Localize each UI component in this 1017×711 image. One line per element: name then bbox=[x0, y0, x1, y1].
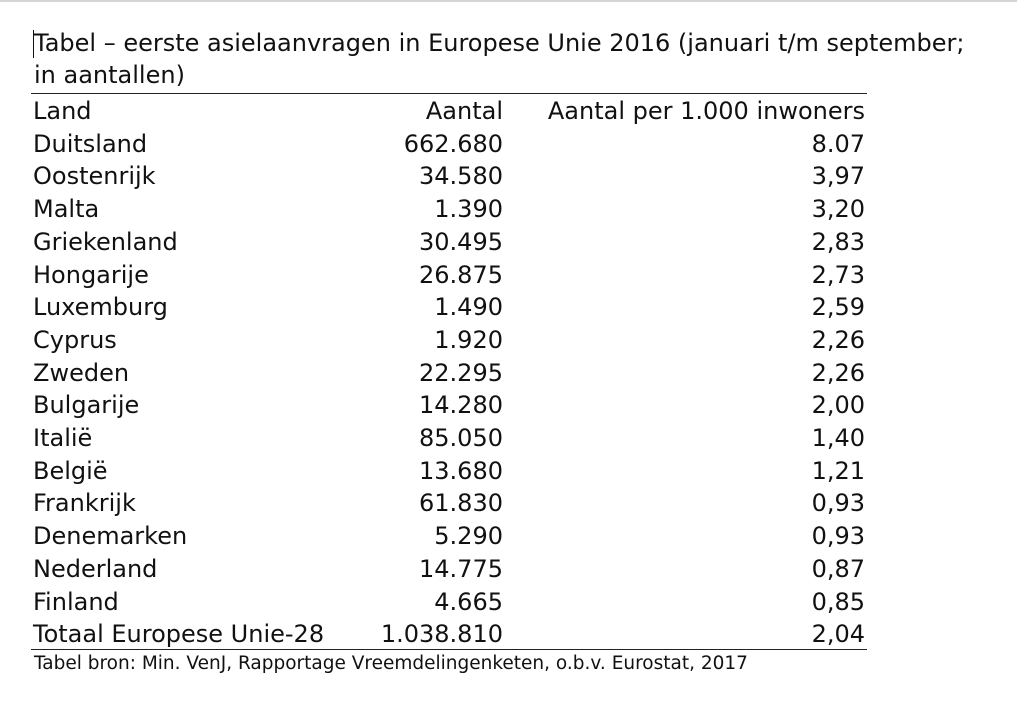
table-row: Zweden 22.295 2,26 bbox=[31, 357, 867, 390]
table-row: Oostenrijk 34.580 3,97 bbox=[31, 160, 867, 193]
cell-per-1000: 8.07 bbox=[811, 129, 865, 158]
cell-per-1000: 0,87 bbox=[811, 554, 865, 583]
cell-aantal: 662.680 bbox=[403, 129, 503, 158]
cell-land: Cyprus bbox=[33, 325, 117, 354]
column-header-aantal: Aantal bbox=[425, 97, 503, 125]
cell-land: Oostenrijk bbox=[33, 162, 156, 191]
column-header-per-1000: Aantal per 1.000 inwoners bbox=[547, 97, 865, 125]
window-top-border bbox=[0, 0, 1017, 2]
cell-per-1000: 0,85 bbox=[811, 587, 865, 616]
cell-aantal: 13.680 bbox=[419, 456, 503, 485]
table-row: Griekenland 30.495 2,83 bbox=[31, 226, 867, 259]
cell-land: Hongarije bbox=[33, 260, 149, 289]
cell-aantal: 1.490 bbox=[434, 293, 503, 322]
asylum-table: Land Aantal Aantal per 1.000 inwoners Du… bbox=[31, 95, 867, 651]
cell-aantal: 5.290 bbox=[434, 522, 503, 551]
cell-aantal: 1.920 bbox=[434, 325, 503, 354]
cell-aantal: 14.280 bbox=[419, 391, 503, 420]
cell-aantal: 34.580 bbox=[419, 162, 503, 191]
cell-per-1000: 2,59 bbox=[811, 293, 865, 322]
table-row: Luxemburg 1.490 2,59 bbox=[31, 291, 867, 324]
cell-land: Luxemburg bbox=[33, 293, 168, 322]
table-row: Totaal Europese Unie-28 1.038.810 2,04 bbox=[31, 618, 867, 651]
table-row: Duitsland 662.680 8.07 bbox=[31, 128, 867, 161]
table-title: Tabel – eerste asielaanvragen in Europes… bbox=[34, 27, 1017, 91]
cell-land: Bulgarije bbox=[33, 391, 140, 420]
cell-per-1000: 2,73 bbox=[811, 260, 865, 289]
table-row: België 13.680 1,21 bbox=[31, 455, 867, 488]
table-row: Hongarije 26.875 2,73 bbox=[31, 259, 867, 292]
cell-land: Denemarken bbox=[33, 522, 188, 551]
cell-aantal: 1.390 bbox=[434, 195, 503, 224]
table-row: Finland 4.665 0,85 bbox=[31, 586, 867, 619]
table-row: Frankrijk 61.830 0,93 bbox=[31, 487, 867, 520]
cell-aantal: 22.295 bbox=[419, 358, 503, 387]
cell-land: Griekenland bbox=[33, 227, 178, 256]
cell-per-1000: 2,00 bbox=[811, 391, 865, 420]
table-title-line-2: in aantallen) bbox=[34, 61, 185, 89]
cell-aantal: 61.830 bbox=[419, 489, 503, 518]
table-row: Denemarken 5.290 0,93 bbox=[31, 520, 867, 553]
table-header-row: Land Aantal Aantal per 1.000 inwoners bbox=[31, 95, 867, 128]
table-bottom-rule bbox=[31, 649, 867, 650]
cell-land: België bbox=[33, 456, 108, 485]
cell-aantal: 30.495 bbox=[419, 227, 503, 256]
table-top-rule bbox=[31, 93, 867, 94]
cell-per-1000: 2,26 bbox=[811, 358, 865, 387]
column-header-land: Land bbox=[33, 97, 92, 125]
cell-aantal: 4.665 bbox=[434, 587, 503, 616]
text-cursor bbox=[33, 30, 34, 58]
table-row: Italië 85.050 1,40 bbox=[31, 422, 867, 455]
table-row: Cyprus 1.920 2,26 bbox=[31, 324, 867, 357]
table-row: Bulgarije 14.280 2,00 bbox=[31, 389, 867, 422]
table-row: Nederland 14.775 0,87 bbox=[31, 553, 867, 586]
cell-per-1000: 2,83 bbox=[811, 227, 865, 256]
table-body: Duitsland 662.680 8.07 Oostenrijk 34.580 3,97… bbox=[31, 128, 867, 651]
table-title-line-1: Tabel – eerste asielaanvragen in Europes… bbox=[34, 29, 965, 57]
cell-land: Duitsland bbox=[33, 129, 148, 158]
cell-per-1000: 0,93 bbox=[811, 522, 865, 551]
cell-per-1000: 1,21 bbox=[811, 456, 865, 485]
table-source-note: Tabel bron: Min. VenJ, Rapportage Vreemd… bbox=[34, 653, 748, 674]
cell-aantal: 14.775 bbox=[419, 554, 503, 583]
table-row: Malta 1.390 3,20 bbox=[31, 193, 867, 226]
cell-per-1000: 1,40 bbox=[811, 424, 865, 453]
cell-per-1000: 3,20 bbox=[811, 195, 865, 224]
cell-aantal: 26.875 bbox=[419, 260, 503, 289]
cell-per-1000: 3,97 bbox=[811, 162, 865, 191]
cell-land: Finland bbox=[33, 587, 119, 616]
cell-aantal: 1.038.810 bbox=[380, 620, 503, 649]
cell-per-1000: 2,04 bbox=[811, 620, 865, 649]
cell-land: Frankrijk bbox=[33, 489, 136, 518]
cell-land: Zweden bbox=[33, 358, 130, 387]
cell-per-1000: 2,26 bbox=[811, 325, 865, 354]
cell-land: Malta bbox=[33, 195, 100, 224]
cell-per-1000: 0,93 bbox=[811, 489, 865, 518]
cell-land: Nederland bbox=[33, 554, 158, 583]
cell-land: Italië bbox=[33, 424, 93, 453]
cell-land: Totaal Europese Unie-28 bbox=[33, 620, 325, 649]
cell-aantal: 85.050 bbox=[419, 424, 503, 453]
